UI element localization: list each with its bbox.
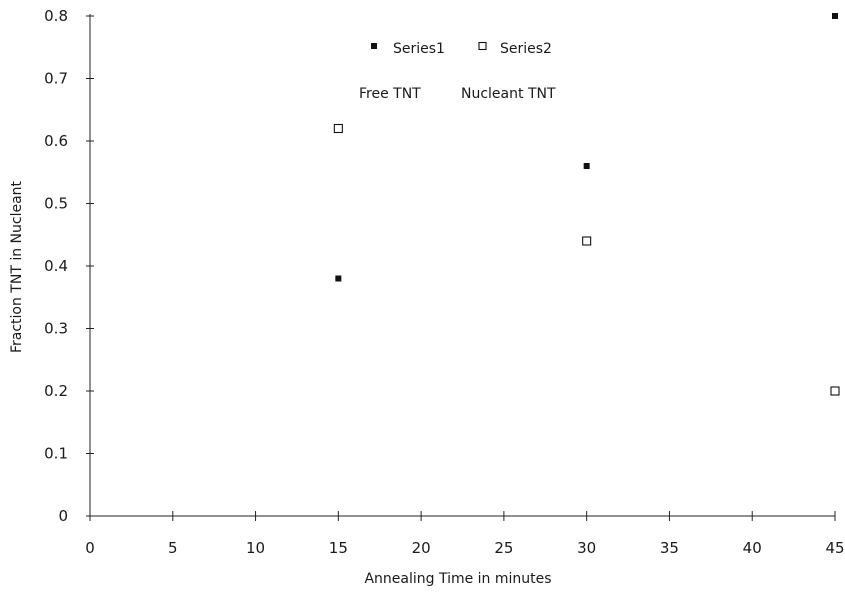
x-tick-label: 10: [246, 539, 265, 557]
y-tick-label: 0.5: [44, 195, 68, 213]
series1-point: [335, 275, 342, 282]
legend: Series1 Series2: [371, 41, 552, 57]
series2-point: [333, 123, 343, 134]
x-tick-label: 40: [743, 539, 762, 557]
x-tick-label: 15: [329, 539, 348, 557]
y-tick-label: 0.6: [44, 132, 68, 150]
series1-point: [583, 163, 590, 169]
axes: [89, 14, 835, 517]
y-tick-label: 0.1: [44, 445, 68, 463]
annotation-nucleant-tnt: Nucleant TNT: [461, 86, 556, 102]
y-axis-title: Fraction TNT in Nucleant: [9, 180, 25, 353]
series1-point: [832, 13, 838, 19]
x-tick-label: 45: [825, 539, 844, 557]
annotation-free-tnt: Free TNT: [359, 86, 421, 102]
y-tick-label: 0.2: [44, 382, 68, 400]
y-tick-label: 0.8: [44, 7, 68, 25]
x-tick-label: 0: [85, 539, 95, 557]
y-axis-ticks: 0 0.1 0.2 0.3 0.4 0.5 0.6 0.7 0.8: [44, 7, 94, 525]
legend-marker-series2: [478, 41, 487, 51]
x-axis-ticks: 0 5 10 15 20 25 30 35 40 45: [85, 511, 845, 557]
series2-point: [830, 386, 840, 396]
y-tick-label: 0.4: [44, 257, 68, 275]
series2-point: [582, 236, 592, 246]
x-tick-label: 25: [494, 539, 513, 557]
data-points: [333, 13, 840, 396]
legend-label-series1: Series1: [393, 41, 445, 57]
y-tick-label: 0.7: [44, 70, 68, 88]
y-tick-label: 0.3: [44, 320, 68, 338]
x-tick-label: 35: [660, 539, 679, 557]
legend-label-series2: Series2: [500, 41, 552, 57]
annotations: Free TNT Nucleant TNT: [359, 86, 556, 102]
x-tick-label: 30: [577, 539, 596, 557]
legend-marker-series1: [371, 43, 377, 49]
x-tick-label: 20: [412, 539, 431, 557]
x-tick-label: 5: [168, 539, 178, 557]
y-tick-label: 0: [58, 507, 68, 525]
x-axis-title: Annealing Time in minutes: [364, 571, 551, 587]
